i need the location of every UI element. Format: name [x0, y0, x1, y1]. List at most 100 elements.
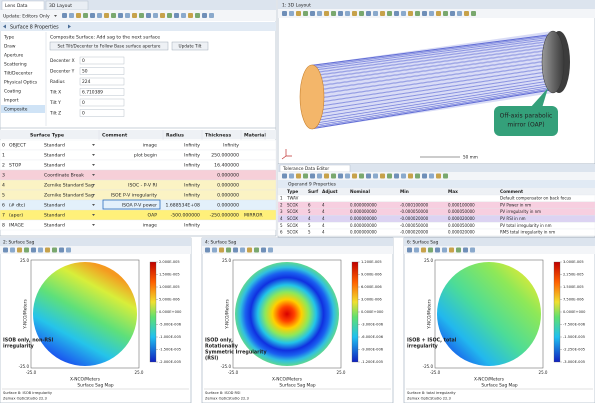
toolbar-icon[interactable]: [303, 173, 308, 179]
toolbar-icon[interactable]: [401, 11, 406, 16]
toolbar-label[interactable]: Update: Editors Only: [3, 13, 50, 19]
toolbar-icon[interactable]: [359, 11, 364, 16]
field-input[interactable]: [79, 109, 125, 117]
toolbar-icon[interactable]: [62, 13, 67, 18]
toolbar-icon[interactable]: [443, 11, 448, 16]
dropdown-caret[interactable]: [54, 15, 57, 17]
menu-item[interactable]: Type: [3, 35, 14, 41]
toolbar-icon[interactable]: [471, 11, 476, 16]
table-row[interactable]: [277, 215, 595, 223]
toolbar-icon[interactable]: [422, 11, 427, 16]
button[interactable]: [171, 41, 209, 51]
toolbar-icon[interactable]: [202, 13, 207, 18]
toolbar-icon[interactable]: [317, 11, 322, 16]
toolbar-icon[interactable]: [338, 173, 343, 179]
toolbar-icon[interactable]: [24, 247, 29, 253]
toolbar-icon[interactable]: [188, 13, 193, 18]
toolbar-icon[interactable]: [209, 13, 214, 18]
toolbar-icon[interactable]: [345, 11, 350, 16]
field-input[interactable]: [79, 67, 125, 75]
toolbar-icon[interactable]: [212, 247, 217, 253]
toolbar-icon[interactable]: [289, 11, 294, 16]
toolbar-icon[interactable]: [373, 173, 378, 179]
toolbar-icon[interactable]: [324, 173, 329, 179]
field-input[interactable]: [79, 98, 125, 107]
toolbar-icon[interactable]: [366, 173, 371, 179]
toolbar-icon[interactable]: [380, 11, 385, 16]
button[interactable]: [49, 41, 169, 51]
toolbar-icon[interactable]: [436, 11, 441, 16]
toolbar-icon[interactable]: [254, 247, 259, 253]
toolbar-icon[interactable]: [310, 11, 315, 16]
toolbar-icon[interactable]: [331, 11, 336, 16]
toolbar-icon[interactable]: [10, 247, 15, 253]
toolbar-icon[interactable]: [153, 13, 158, 18]
toolbar-icon[interactable]: [45, 247, 50, 253]
dropdown-caret[interactable]: [92, 224, 95, 226]
toolbar-icon[interactable]: [429, 11, 434, 16]
toolbar-icon[interactable]: [352, 173, 357, 179]
toolbar-icon[interactable]: [366, 11, 371, 16]
toolbar-icon[interactable]: [296, 173, 301, 179]
dropdown-caret[interactable]: [92, 214, 95, 216]
toolbar-icon[interactable]: [401, 173, 406, 179]
toolbar-icon[interactable]: [352, 11, 357, 16]
toolbar-icon[interactable]: [233, 247, 238, 253]
toolbar-icon[interactable]: [345, 173, 350, 179]
toolbar-icon[interactable]: [205, 247, 210, 253]
toolbar-icon[interactable]: [282, 11, 287, 16]
dropdown-caret[interactable]: [92, 144, 95, 146]
menu-item[interactable]: Draw: [4, 44, 16, 50]
toolbar-icon[interactable]: [436, 173, 441, 179]
toolbar-icon[interactable]: [380, 173, 385, 179]
toolbar-icon[interactable]: [359, 173, 364, 179]
toolbar-icon[interactable]: [415, 173, 420, 179]
dropdown-caret[interactable]: [92, 154, 95, 156]
menu-item[interactable]: Coating: [4, 89, 21, 95]
dropdown-caret[interactable]: [92, 174, 95, 176]
toolbar-icon[interactable]: [463, 247, 468, 253]
toolbar-icon[interactable]: [421, 247, 426, 253]
toolbar-icon[interactable]: [111, 13, 116, 18]
toolbar-icon[interactable]: [317, 173, 322, 179]
toolbar-icon[interactable]: [240, 247, 245, 253]
toolbar-icon[interactable]: [394, 11, 399, 16]
menu-item[interactable]: Tilt/Decenter: [3, 71, 33, 77]
toolbar-icon[interactable]: [310, 173, 315, 179]
field-input[interactable]: [79, 56, 125, 65]
toolbar-icon[interactable]: [226, 247, 231, 253]
toolbar-icon[interactable]: [449, 247, 454, 253]
toolbar-icon[interactable]: [428, 247, 433, 253]
toolbar-icon[interactable]: [407, 247, 412, 253]
toolbar-icon[interactable]: [97, 13, 102, 18]
toolbar-icon[interactable]: [296, 11, 301, 16]
toolbar-icon[interactable]: [195, 13, 200, 18]
toolbar-icon[interactable]: [394, 173, 399, 179]
button-label[interactable]: Set Tilt/Decenter to Follow Base surface…: [58, 43, 161, 48]
toolbar-icon[interactable]: [456, 247, 461, 253]
toolbar-icon[interactable]: [90, 13, 95, 18]
toolbar-icon[interactable]: [470, 247, 475, 253]
toolbar-icon[interactable]: [450, 11, 455, 16]
menu-item[interactable]: Import: [4, 98, 19, 104]
table-row[interactable]: [277, 228, 595, 236]
toolbar-icon[interactable]: [457, 11, 462, 16]
toolbar-icon[interactable]: [442, 247, 447, 253]
toolbar-icon[interactable]: [146, 13, 151, 18]
field-input[interactable]: [79, 77, 125, 86]
dropdown-caret[interactable]: [92, 164, 95, 166]
toolbar-icon[interactable]: [104, 13, 109, 18]
toolbar-icon[interactable]: [435, 247, 440, 253]
toolbar-icon[interactable]: [373, 11, 378, 16]
dropdown-caret[interactable]: [92, 194, 95, 196]
toolbar-icon[interactable]: [324, 11, 329, 16]
toolbar-icon[interactable]: [261, 247, 266, 253]
tab-label[interactable]: Tolerance Data Editor: [282, 166, 329, 172]
table-row[interactable]: [277, 201, 595, 209]
toolbar-icon[interactable]: [331, 173, 336, 179]
toolbar-icon[interactable]: [303, 11, 308, 16]
toolbar-icon[interactable]: [387, 11, 392, 16]
toolbar-icon[interactable]: [38, 247, 43, 253]
toolbar-icon[interactable]: [338, 11, 343, 16]
toolbar-icon[interactable]: [31, 247, 36, 253]
